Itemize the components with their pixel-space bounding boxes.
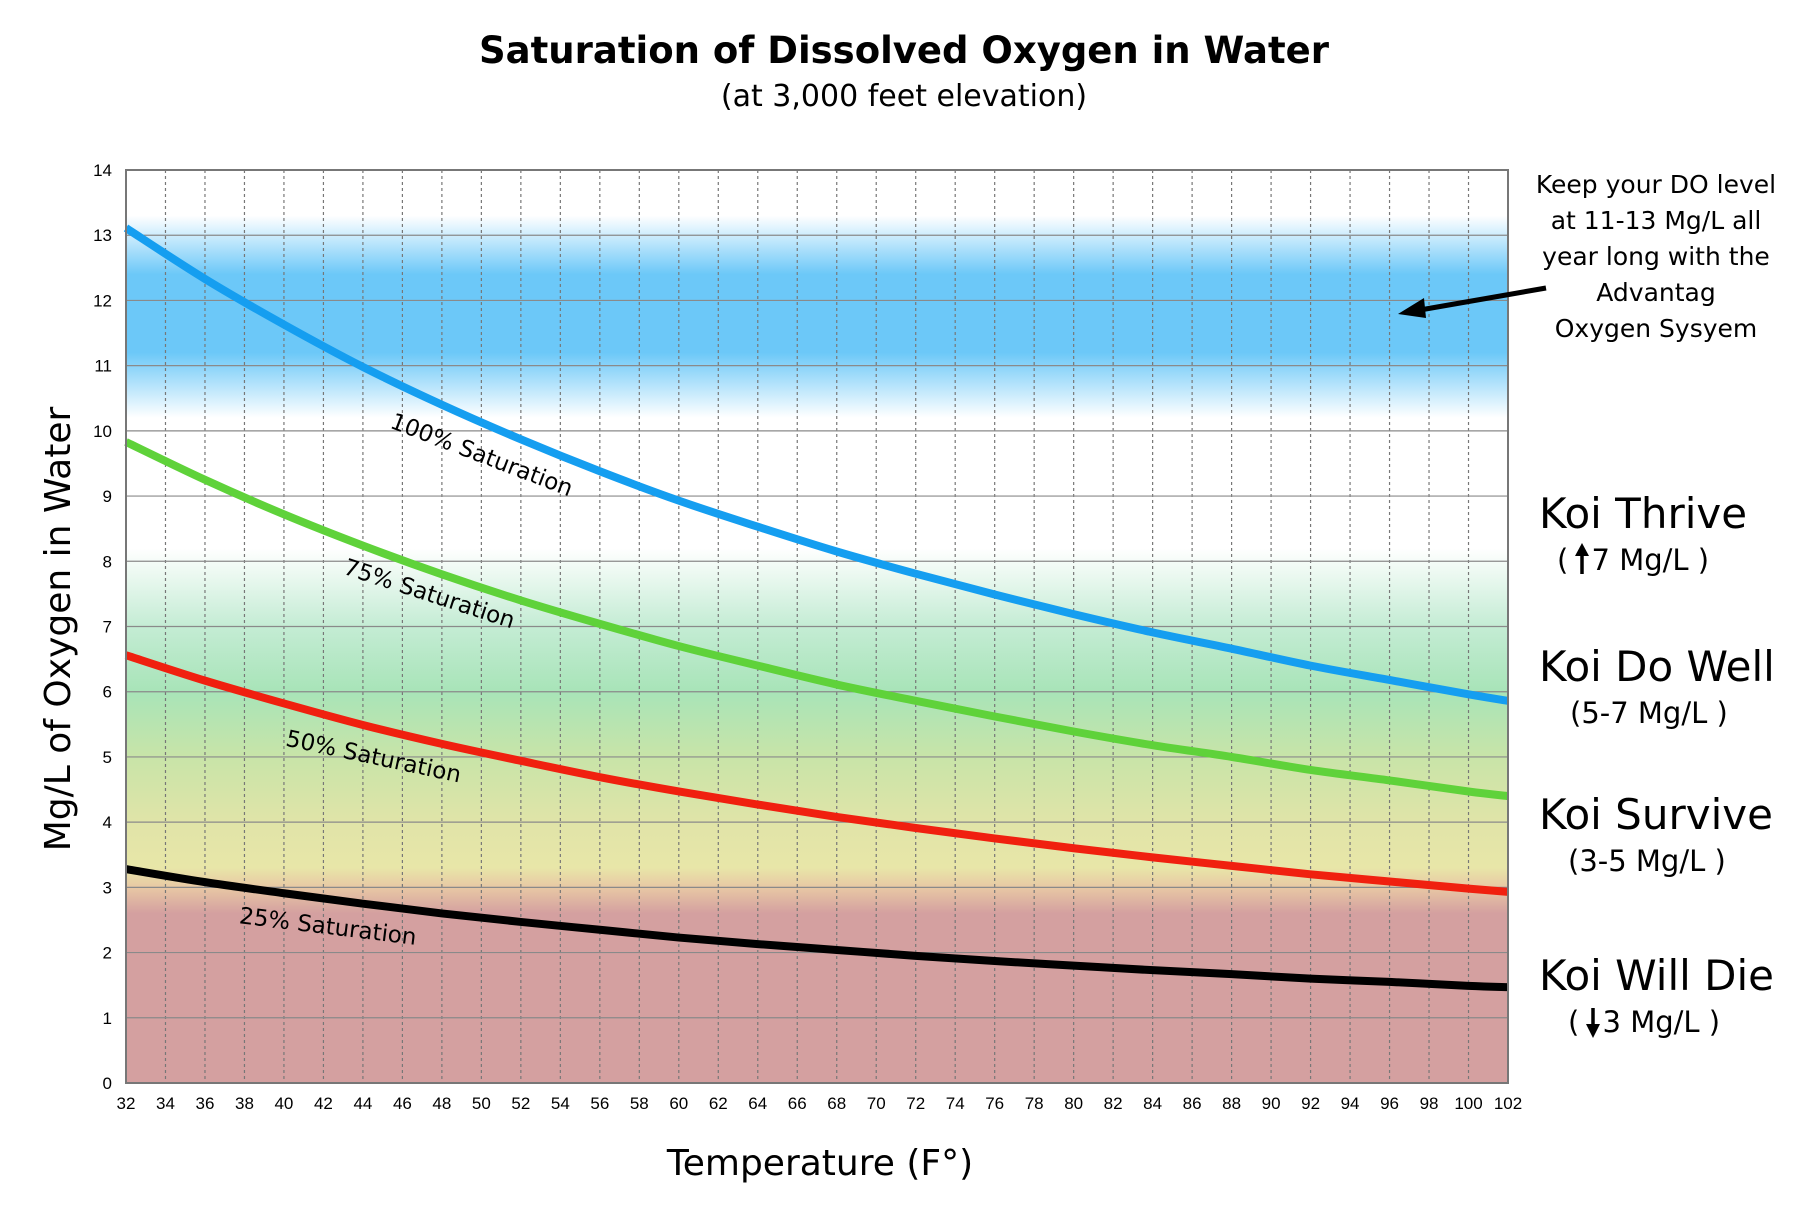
y-tick-label: 13 — [93, 226, 112, 245]
series-line-50-percent — [124, 651, 1509, 896]
x-tick-label: 40 — [274, 1094, 293, 1113]
annotation-line-5: Oxygen Sysyem — [1555, 314, 1758, 343]
x-tick-label: 58 — [630, 1094, 649, 1113]
chart-subtitle: (at 3,000 feet elevation) — [721, 79, 1087, 114]
y-tick-label: 12 — [93, 291, 112, 310]
zone-range-do-well: (5-7 Mg/L ) — [1570, 696, 1728, 730]
zone-label-thrive: Koi Thrive — [1539, 489, 1747, 538]
x-tick-label: 102 — [1494, 1094, 1522, 1113]
x-tick-label: 52 — [511, 1094, 530, 1113]
y-tick-label: 14 — [93, 161, 112, 180]
x-tick-label: 100 — [1454, 1094, 1482, 1113]
annotation-line-4: Advantag — [1596, 278, 1715, 307]
zone-range-will-die: ( 3 Mg/L ) — [1568, 1005, 1720, 1039]
x-tick-label: 44 — [353, 1094, 372, 1113]
zone-label-do-well: Koi Do Well — [1539, 642, 1775, 691]
y-tick-label: 5 — [103, 748, 112, 767]
x-tick-label: 48 — [432, 1094, 451, 1113]
series-line-75-percent — [124, 438, 1509, 801]
x-tick-label: 76 — [985, 1094, 1004, 1113]
annotation-line-3: year long with the — [1542, 242, 1770, 271]
zone-labels: Koi Thrive ( 7 Mg/L ) Koi Do Well (5-7 M… — [1539, 489, 1775, 1039]
x-axis-ticks: 32 34 36 38 40 42 44 46 48 50 52 54 56 58 60 62 64 66 68 70… — [117, 1094, 1523, 1113]
zone-range-survive: (3-5 Mg/L ) — [1568, 844, 1726, 878]
x-tick-label: 60 — [669, 1094, 688, 1113]
series-line-100-percent — [123, 224, 1509, 705]
zone-label-survive: Koi Survive — [1539, 790, 1773, 839]
x-tick-label: 68 — [827, 1094, 846, 1113]
x-tick-label: 36 — [196, 1094, 215, 1113]
y-tick-label: 9 — [103, 487, 112, 506]
x-tick-label: 56 — [590, 1094, 609, 1113]
y-tick-label: 0 — [103, 1074, 112, 1093]
x-axis-label: Temperature (F°) — [666, 1143, 973, 1184]
annotation-arrow-shaft — [1419, 285, 1547, 313]
x-tick-label: 72 — [906, 1094, 925, 1113]
x-tick-label: 32 — [117, 1094, 136, 1113]
x-tick-label: 96 — [1380, 1094, 1399, 1113]
y-tick-label: 2 — [103, 944, 112, 963]
y-axis-label: Mg/L of Oxygen in Water — [38, 407, 79, 852]
chart-title: Saturation of Dissolved Oxygen in Water — [479, 29, 1330, 72]
x-tick-label: 98 — [1420, 1094, 1439, 1113]
x-tick-label: 74 — [946, 1094, 965, 1113]
series-line-25-percent — [125, 865, 1509, 992]
x-tick-label: 64 — [748, 1094, 767, 1113]
x-tick-label: 84 — [1143, 1094, 1162, 1113]
plot-frame — [125, 169, 1509, 1084]
x-tick-label: 70 — [867, 1094, 886, 1113]
series-lines — [123, 224, 1509, 992]
annotation-line-1: Keep your DO level — [1536, 170, 1776, 199]
y-tick-label: 3 — [103, 878, 112, 897]
annotation-line-2: at 11-13 Mg/L all — [1551, 206, 1762, 235]
x-tick-label: 46 — [393, 1094, 412, 1113]
x-tick-label: 78 — [1025, 1094, 1044, 1113]
x-tick-label: 80 — [1064, 1094, 1083, 1113]
y-tick-label: 7 — [103, 618, 112, 637]
y-tick-label: 1 — [103, 1009, 112, 1028]
annotation-arrow-head-icon — [1398, 298, 1426, 318]
annotation: Keep your DO level at 11-13 Mg/L all yea… — [1398, 170, 1776, 343]
x-tick-label: 94 — [1341, 1094, 1360, 1113]
x-tick-label: 50 — [472, 1094, 491, 1113]
x-tick-label: 38 — [235, 1094, 254, 1113]
x-tick-label: 34 — [156, 1094, 175, 1113]
x-tick-label: 86 — [1183, 1094, 1202, 1113]
arrow-down-icon — [1586, 1008, 1600, 1038]
x-tick-label: 66 — [788, 1094, 807, 1113]
x-tick-label: 82 — [1104, 1094, 1123, 1113]
x-tick-label: 88 — [1222, 1094, 1241, 1113]
arrow-up-icon — [1575, 543, 1589, 574]
x-tick-label: 92 — [1301, 1094, 1320, 1113]
y-tick-label: 4 — [103, 813, 112, 832]
zone-range-thrive: ( 7 Mg/L ) — [1557, 543, 1709, 577]
zone-label-will-die: Koi Will Die — [1539, 951, 1774, 1000]
x-tick-label: 54 — [551, 1094, 570, 1113]
x-tick-label: 90 — [1262, 1094, 1281, 1113]
y-tick-label: 8 — [103, 552, 112, 571]
y-tick-label: 11 — [94, 357, 112, 376]
x-tick-label: 42 — [314, 1094, 333, 1113]
y-tick-label: 6 — [103, 683, 112, 702]
y-tick-label: 10 — [93, 422, 112, 441]
x-tick-label: 62 — [709, 1094, 728, 1113]
